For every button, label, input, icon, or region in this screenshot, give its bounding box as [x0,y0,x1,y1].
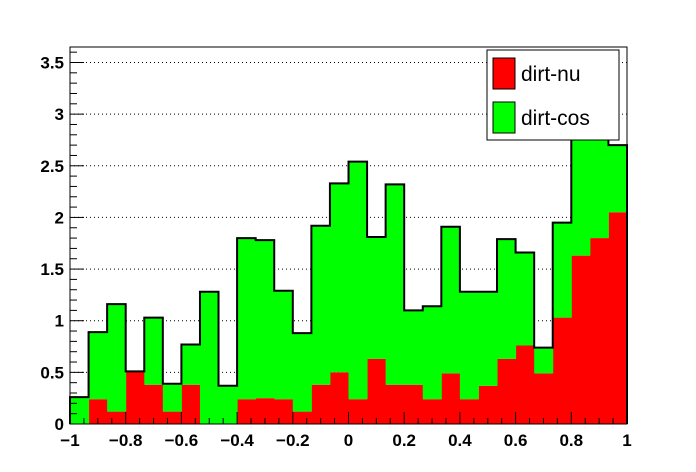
bar-dirt-cos [181,344,201,385]
bar-dirt-cos [571,126,591,256]
bar-dirt-cos [292,333,312,412]
bar-dirt-cos [497,239,517,359]
bar-dirt-cos [534,347,554,374]
bar-dirt-nu [459,399,479,424]
y-tick-label: 0 [55,415,64,434]
y-tick-label: 1.5 [40,260,64,279]
bar-dirt-cos [70,397,90,424]
x-tick-label: 0.4 [448,431,472,450]
bar-dirt-nu [608,212,628,424]
bar-dirt-nu [255,398,275,424]
bar-dirt-cos [515,252,535,346]
legend-swatch-dirt-cos [492,101,516,134]
x-tick-label: −0.8 [109,431,143,450]
bar-dirt-nu [107,411,127,424]
bar-dirt-cos [144,317,164,385]
bar-dirt-cos [367,237,387,359]
bar-dirt-nu [144,384,164,424]
bar-dirt-cos [274,290,294,400]
histogram-outline [69,123,628,424]
bar-dirt-cos [162,383,182,412]
bar-dirt-nu [292,411,312,424]
x-tick-label: −1 [60,431,79,450]
bar-dirt-nu [385,384,405,424]
legend-label-dirt-nu: dirt-nu [521,63,581,86]
bar-dirt-cos [589,124,609,239]
bar-dirt-cos [552,222,572,318]
bar-dirt-nu [162,411,182,424]
bar-dirt-nu [237,399,257,424]
y-tick-label: 1 [55,312,64,331]
y-tick-label: 3.5 [40,53,64,72]
bar-dirt-nu [404,384,424,424]
bar-dirt-nu [441,373,461,424]
legend-label-dirt-cos: dirt-cos [521,107,590,130]
bar-dirt-nu [274,399,294,424]
x-tick-label: 0.2 [392,431,416,450]
bar-dirt-cos [348,161,368,400]
bar-dirt-nu [552,317,572,424]
bar-dirt-cos [255,240,275,399]
y-tick-label: 3 [55,105,64,124]
y-tick-label: 0.5 [40,363,64,382]
bar-dirt-cos [199,291,220,424]
bar-dirt-nu [515,345,535,424]
bar-dirt-cos [107,304,127,412]
bar-dirt-nu [571,255,591,424]
bar-dirt-nu [181,384,201,424]
bar-dirt-nu [422,399,442,424]
x-tick-label: −0.6 [165,431,199,450]
x-tick-label: 0.8 [559,431,583,450]
bar-dirt-cos [237,238,257,400]
bar-dirt-cos [404,310,424,385]
y-tick-label: 2.5 [40,157,64,176]
bar-dirt-cos [88,332,108,400]
bar-dirt-cos [218,385,238,424]
x-tick-label: 0.6 [504,431,528,450]
bar-dirt-cos [311,225,331,385]
bar-dirt-cos [478,291,498,386]
y-axis: 0 0.5 1 1.5 2 2.5 3 3.5 [40,51,84,434]
histogram-bars [70,124,628,424]
x-tick-label: 0 [344,431,353,450]
bar-dirt-cos [329,183,349,373]
bar-dirt-nu [348,399,368,424]
bar-dirt-cos [441,226,461,374]
bar-dirt-cos [385,184,405,385]
bar-dirt-cos [422,306,442,400]
x-tick-label: 1 [622,431,631,450]
y-tick-label: 2 [55,208,64,227]
bar-dirt-nu [88,399,108,424]
legend: dirt-nu dirt-cos [486,49,620,141]
x-axis: −1 −0.8 −0.6 −0.4 −0.2 0 0.2 0.4 0.6 0.8 1 [60,412,632,450]
bar-dirt-cos [459,291,479,400]
bar-dirt-nu [125,371,145,424]
bar-dirt-nu [329,372,349,424]
bar-dirt-nu [478,385,498,424]
bar-dirt-cos [608,145,628,213]
bar-dirt-nu [534,373,554,424]
legend-swatch-dirt-nu [492,57,516,90]
total-outline [69,123,628,424]
x-tick-label: −0.4 [220,431,254,450]
bar-dirt-nu [311,384,331,424]
bar-dirt-nu [497,358,517,424]
x-tick-label: −0.2 [276,431,310,450]
bar-dirt-nu [367,358,387,424]
bar-dirt-nu [589,238,609,424]
